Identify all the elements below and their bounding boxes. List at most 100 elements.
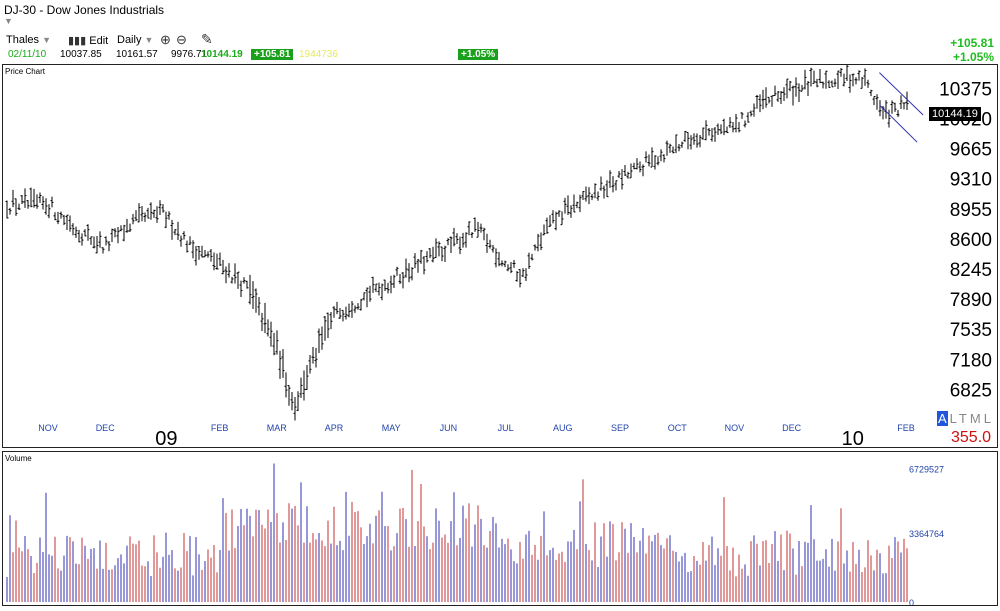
ohlc-bar xyxy=(548,215,552,227)
ohlc-bar xyxy=(44,198,48,215)
toolbar: Thales ▼ ▮▮▮ Edit Daily ▼ ⊕ ⊖ ✎ xyxy=(0,30,1000,62)
y-tick-label: 7890 xyxy=(950,290,992,311)
ohlc-bar xyxy=(122,224,126,242)
ohlc-bar xyxy=(449,236,453,253)
ohlc-bar xyxy=(377,282,381,296)
window-title: DJ-30 - Dow Jones Industrials xyxy=(4,3,165,17)
ohlc-bar xyxy=(293,397,297,421)
ohlc-bar xyxy=(317,328,321,353)
volume-tick-label: 0 xyxy=(909,598,914,605)
ohlc-bar xyxy=(338,307,342,319)
ohlc-bar xyxy=(866,79,870,88)
quote-open: 10037.85 xyxy=(60,49,102,60)
month-label: AUG xyxy=(553,423,573,433)
y-tick-label: 6825 xyxy=(950,380,992,401)
ohlc-bar xyxy=(719,124,723,135)
ohlc-bar xyxy=(818,68,822,84)
ohlc-bar xyxy=(20,195,24,205)
ohlc-bar xyxy=(638,161,642,173)
ohlc-bar xyxy=(140,206,144,222)
ohlc-bar xyxy=(557,210,561,217)
edit-button[interactable]: ▮▮▮ Edit xyxy=(68,34,108,47)
ohlc-bar xyxy=(521,268,525,278)
ohlc-bar xyxy=(464,232,468,248)
period-select[interactable]: Daily ▼ xyxy=(117,34,153,46)
ohlc-bar xyxy=(446,238,450,246)
volume-chart: 6729527 3364764 0 xyxy=(6,463,944,605)
ohlc-bar xyxy=(170,219,174,240)
ohlc-bar xyxy=(173,229,177,236)
ohlc-bar xyxy=(776,91,780,102)
quote-percent-box: +1.05% xyxy=(458,49,499,60)
ohlc-bar xyxy=(92,236,96,249)
ohlc-bar xyxy=(68,215,72,232)
zoom-in-icon[interactable]: ⊕ xyxy=(160,32,171,47)
ohlc-bar xyxy=(131,213,135,225)
scale-mode-selector[interactable]: A LTML xyxy=(937,411,994,426)
ohlc-bar xyxy=(791,85,795,106)
ohlc-bar xyxy=(887,109,891,128)
title-dropdown-icon[interactable]: ▼ xyxy=(4,16,13,26)
pencil-icon[interactable]: ✎ xyxy=(201,31,213,47)
ohlc-bar xyxy=(254,288,258,313)
quote-high: 10161.57 xyxy=(116,49,158,60)
ohlc-bar xyxy=(689,135,693,150)
ohlc-bar xyxy=(332,306,336,318)
ohlc-bar xyxy=(512,260,516,268)
ohlc-bar xyxy=(812,70,816,84)
quote-date: 02/11/10 xyxy=(8,49,47,60)
y-tick-label: 8955 xyxy=(950,200,992,221)
y-tick-label: 7535 xyxy=(950,320,992,341)
ohlc-bar xyxy=(314,347,318,368)
ohlc-bar xyxy=(236,271,240,289)
ohlc-bar xyxy=(614,180,618,191)
ohlc-bar xyxy=(560,211,564,226)
ohlc-bar xyxy=(623,164,627,176)
ohlc-bar xyxy=(755,94,759,109)
ohlc-bar xyxy=(488,239,492,249)
ohlc-bar xyxy=(380,283,384,301)
ohlc-bar xyxy=(815,78,819,88)
ohlc-bar xyxy=(425,251,429,263)
ohlc-bar xyxy=(554,211,558,231)
y-tick-label: 7180 xyxy=(950,350,992,371)
ohlc-bar xyxy=(707,127,711,136)
ohlc-bar xyxy=(197,246,201,260)
ohlc-bar xyxy=(677,144,681,152)
ohlc-bar xyxy=(839,68,843,77)
chevron-down-icon: ▼ xyxy=(144,35,154,45)
ohlc-bar xyxy=(608,170,612,188)
ohlc-bar xyxy=(128,223,132,232)
ohlc-bar xyxy=(218,252,222,266)
last-price-tag: 10144.19 xyxy=(929,107,981,121)
ohlc-bar xyxy=(203,249,207,258)
ohlc-bar xyxy=(194,245,198,266)
ohlc-bar xyxy=(269,321,273,347)
ohlc-bar xyxy=(275,330,279,355)
y-tick-label: 9310 xyxy=(950,170,992,191)
ohlc-bar xyxy=(11,189,15,208)
ohlc-bar xyxy=(287,385,291,406)
ohlc-bar xyxy=(485,233,489,253)
user-menu[interactable]: Thales ▼ xyxy=(6,34,51,46)
ohlc-bar xyxy=(740,112,744,119)
zoom-out-icon[interactable]: ⊖ xyxy=(176,32,187,47)
scale-mode-rest[interactable]: LTML xyxy=(949,411,994,426)
change-right: +105.81 xyxy=(950,36,994,50)
ohlc-bar xyxy=(38,192,42,203)
ohlc-bar xyxy=(125,218,129,233)
ohlc-bar xyxy=(890,100,894,114)
volume-panel[interactable]: 6729527 3364764 0 Volume xyxy=(2,451,998,606)
ohlc-bar xyxy=(278,350,282,379)
volume-label: Volume xyxy=(5,454,32,463)
period-label: Daily xyxy=(117,34,142,46)
scale-mode-a[interactable]: A xyxy=(937,411,948,426)
ohlc-bar xyxy=(383,279,387,292)
price-chart-label: Price Chart xyxy=(5,67,46,76)
ohlc-bar xyxy=(851,73,855,87)
price-chart-panel[interactable]: 1037510020966593108955860082457890753571… xyxy=(2,64,998,448)
ohlc-bar xyxy=(587,187,591,205)
ohlc-bar xyxy=(845,65,849,82)
ohlc-bar xyxy=(311,347,315,364)
ohlc-bar xyxy=(47,204,51,219)
